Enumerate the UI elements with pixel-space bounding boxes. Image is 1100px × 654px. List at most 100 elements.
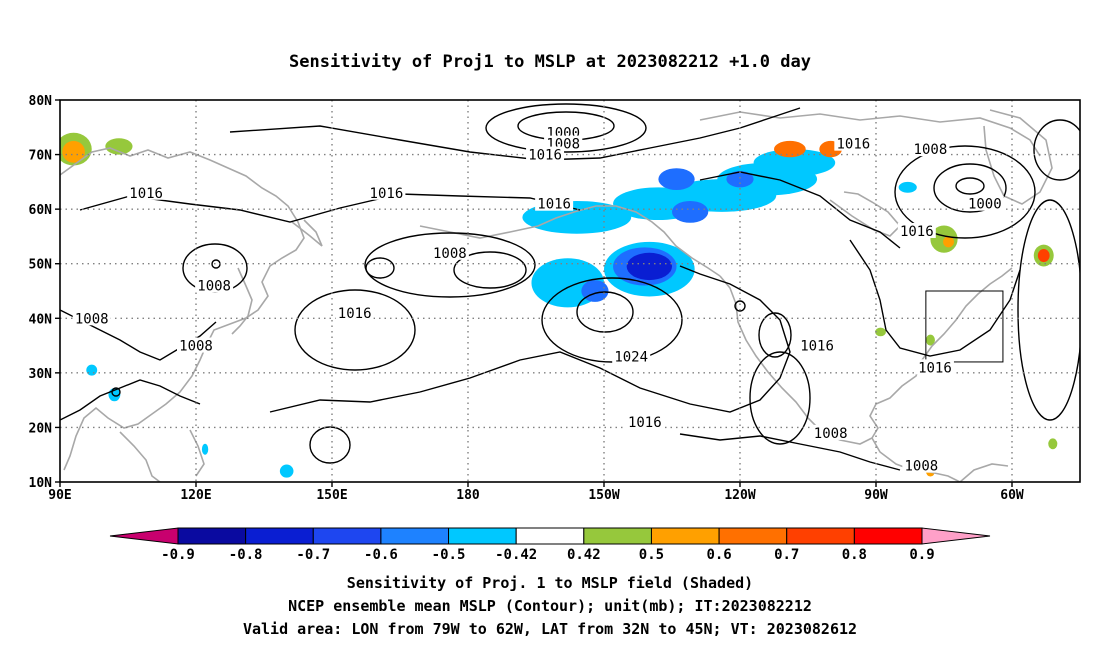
shaded-region-22: [1037, 248, 1050, 263]
colorbar-box: [380, 527, 450, 545]
shaded-region-28: [925, 334, 935, 346]
contour-label: 1016: [918, 360, 952, 376]
shaded-region-13: [672, 200, 709, 223]
lat-tick-label: 80N: [29, 94, 53, 109]
contour-label: 1008: [75, 311, 109, 327]
footer-line-2: NCEP ensemble mean MSLP (Contour); unit(…: [288, 597, 812, 615]
valid-area-rectangle: [925, 290, 1004, 363]
colorbar-tick-label: -0.7: [296, 547, 330, 563]
colorbar-upper-triangle: [921, 527, 991, 545]
contour-label-bg: [526, 146, 565, 162]
footer-line-1: Sensitivity of Proj. 1 to MSLP field (Sh…: [347, 574, 753, 592]
contour-1008-westcoast: [749, 351, 811, 445]
contour-label-bg: [902, 457, 941, 473]
contour-label-bg: [430, 244, 469, 260]
figure-title: Sensitivity of Proj1 to MSLP at 20230822…: [289, 52, 811, 72]
colorbar-box: [718, 527, 788, 545]
contour-label-bg: [834, 135, 873, 151]
contour-label: 1016: [900, 224, 934, 240]
contour-1016-pacific: [419, 265, 791, 413]
contour-1000-canada-inner: [955, 177, 985, 195]
lon-tick-label: 60W: [1000, 488, 1024, 503]
contour-label-bg: [335, 304, 374, 320]
coastline-kamchatka: [291, 219, 323, 247]
coastline-arctic-islands: [699, 111, 1041, 157]
coastline-south-america: [959, 463, 1009, 482]
contour-label: 1008: [814, 426, 848, 442]
contour-1016-atlantic: [1017, 199, 1080, 421]
lon-tick-label: 150E: [316, 488, 347, 503]
contour-1016-arctic: [229, 107, 801, 161]
contour-label: 1008: [197, 279, 231, 295]
coastline-philippines: [189, 429, 205, 477]
lat-tick-label: 70N: [29, 149, 53, 164]
colorbar-box: [312, 527, 382, 545]
shaded-region-3: [105, 138, 133, 155]
colorbar: -0.9 -0.8 -0.7 -0.6 -0.5 -0.42 0.42 0.5 0.6 0.7 0.…: [109, 527, 991, 563]
colorbar-tick-label: 0.6: [706, 547, 731, 563]
shaded-region-30: [1048, 438, 1058, 450]
contour-1024-high: [541, 277, 683, 363]
contour-1008-gulf: [679, 433, 901, 471]
colorbar-box: [245, 527, 314, 545]
shaded-region-26: [201, 443, 209, 455]
contour-small-a: [734, 300, 746, 312]
contour-label-bg: [798, 337, 837, 353]
colorbar-box: [177, 527, 247, 545]
contour-1008-china: [60, 379, 201, 421]
colorbar-tick-label: -0.8: [229, 547, 263, 563]
contour-1008-bering: [364, 232, 536, 298]
contour-1016-north-pacific: [269, 391, 421, 413]
shaded-region-2: [62, 140, 85, 163]
colorbar-tick-label: 0.9: [909, 547, 934, 563]
contour-1008-canada: [894, 145, 1036, 239]
contour-label-bg: [195, 277, 234, 293]
contour-label-bg: [367, 184, 406, 200]
contour-label-bg: [897, 222, 936, 238]
map-frame: [59, 99, 1081, 483]
colorbar-tick-label: -0.42: [495, 547, 537, 563]
coastline-asia: [60, 147, 305, 471]
colorbar-box: [786, 527, 855, 545]
lat-tick-label: 40N: [29, 312, 53, 327]
shaded-region-23: [86, 364, 98, 376]
colorbar-lower-triangle: [109, 527, 179, 545]
colorbar-tick-label: 0.8: [842, 547, 867, 563]
contour-1016-baja: [758, 312, 792, 358]
colorbar-tick-label: 0.7: [774, 547, 799, 563]
shaded-region-8: [753, 149, 836, 177]
latitude-labels: 80N 70N 60N 50N 40N 30N 20N 10N: [29, 94, 60, 491]
contour-label-bg: [535, 195, 574, 211]
colorbar-box: [853, 527, 923, 545]
sensitivity-shading-layer: [60, 132, 1058, 478]
contour-label: 1016: [537, 197, 571, 213]
lon-tick-label: 120W: [724, 488, 755, 503]
contour-label: 1024: [614, 349, 648, 365]
lon-tick-label: 90W: [864, 488, 888, 503]
lon-tick-label: 150W: [588, 488, 619, 503]
shaded-region-25: [279, 464, 294, 478]
contour-1008-bering-inner: [453, 251, 527, 289]
contour-label-bg: [177, 337, 215, 353]
colorbar-tick-label: -0.9: [161, 547, 195, 563]
shaded-region-11: [658, 168, 695, 191]
colorbar-tick-label: 0.42: [567, 547, 601, 563]
contour-label: 1016: [836, 137, 870, 153]
shaded-region-27: [875, 327, 886, 337]
contour-label: 1008: [179, 339, 213, 355]
shaded-region-12: [726, 170, 754, 188]
lon-tick-label: 90E: [48, 488, 71, 503]
coastline-indochina: [119, 431, 161, 482]
contour-label-bg: [127, 184, 166, 200]
contour-label: 1016: [129, 186, 163, 202]
contour-label-bg: [72, 310, 111, 326]
contour-1000-canada: [933, 163, 1007, 213]
contour-label-bg: [811, 424, 850, 440]
coastline-north-america: [719, 267, 1013, 445]
contour-1016-eastus: [849, 239, 1021, 357]
contour-label-bg: [915, 359, 954, 375]
contour-label-bg: [965, 195, 1004, 211]
